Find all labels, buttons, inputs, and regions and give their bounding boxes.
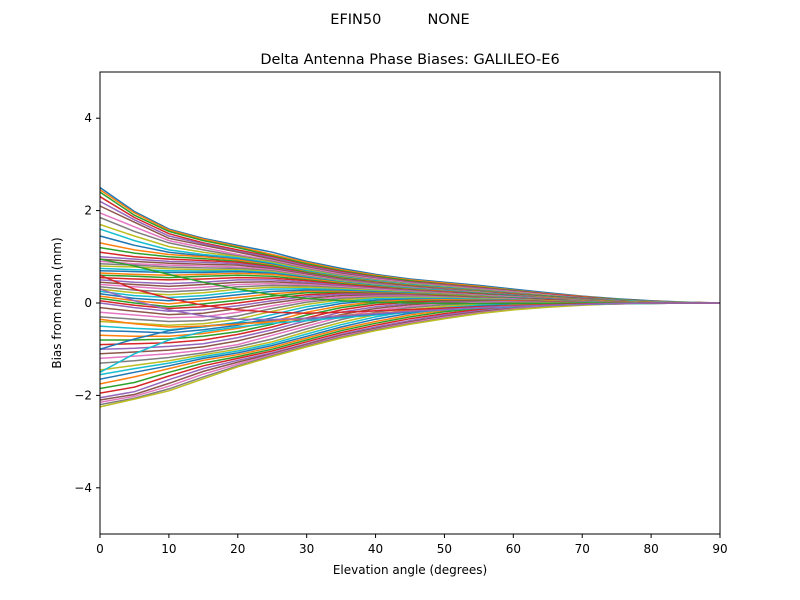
x-tick-label: 70 [575, 542, 590, 556]
x-tick-label: 10 [161, 542, 176, 556]
series-line-65 [99, 288, 720, 321]
x-tick-label: 0 [96, 542, 104, 556]
y-tick-label: 4 [84, 111, 92, 125]
x-tick-label: 40 [368, 542, 383, 556]
x-tick-label: 80 [643, 542, 658, 556]
x-tick-label: 50 [437, 542, 452, 556]
series-line-45 [99, 300, 720, 350]
y-axis: −4 −2 0 2 4 [74, 111, 100, 495]
y-axis-label: Bias from mean (mm) [50, 237, 64, 368]
y-tick-label: −2 [74, 388, 92, 402]
x-tick-label: 90 [712, 542, 727, 556]
x-tick-label: 20 [230, 542, 245, 556]
series-layer [99, 186, 721, 408]
x-tick-label: 60 [506, 542, 521, 556]
x-tick-label: 30 [299, 542, 314, 556]
y-tick-label: 0 [84, 296, 92, 310]
y-tick-label: 2 [84, 204, 92, 218]
figure-suptitle: EFIN50 NONE [330, 12, 469, 28]
y-tick-label: −4 [74, 481, 92, 495]
chart-title: Delta Antenna Phase Biases: GALILEO-E6 [260, 52, 559, 68]
x-axis: 0 10 20 30 40 50 60 70 80 90 [96, 534, 728, 556]
x-axis-label: Elevation angle (degrees) [333, 563, 487, 577]
